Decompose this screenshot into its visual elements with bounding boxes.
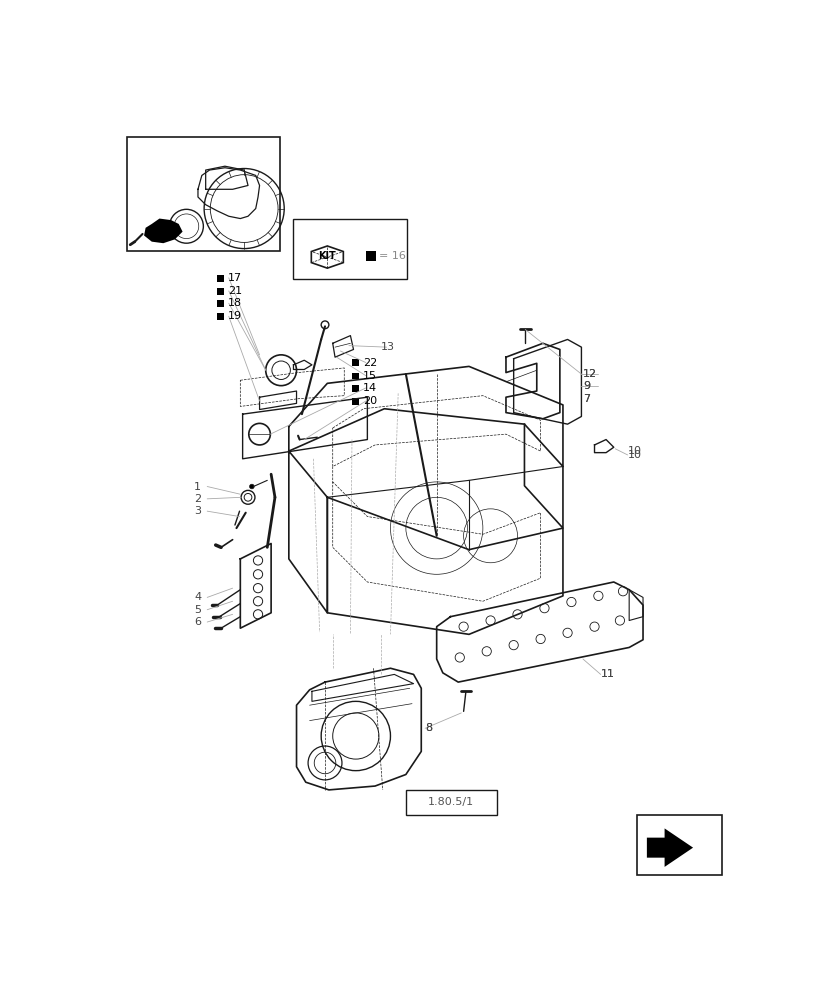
Bar [217,275,224,282]
Text: 15: 15 [362,371,376,381]
Text: 12: 12 [582,369,596,379]
Text: 7: 7 [582,394,590,404]
Text: 18: 18 [227,298,241,308]
Bar [217,300,224,307]
Bar [405,790,496,815]
Text: 13: 13 [380,342,394,352]
Text: 11: 11 [600,669,614,679]
Text: 1.80.5/1: 1.80.5/1 [428,797,474,807]
Text: 9: 9 [582,381,590,391]
Text: 4: 4 [194,592,201,602]
Text: 17: 17 [227,273,241,283]
Polygon shape [311,246,343,268]
Text: 21: 21 [227,286,241,296]
Text: 20: 20 [362,396,376,406]
Text: 12: 12 [582,369,596,379]
Polygon shape [144,219,182,243]
Bar [636,815,720,875]
Bar [351,359,358,366]
Text: 2: 2 [194,494,201,504]
Polygon shape [646,828,692,867]
Text: 1: 1 [194,482,201,492]
Circle shape [249,484,254,489]
Text: 10: 10 [627,446,641,456]
Text: 10: 10 [627,450,641,460]
Text: 19: 19 [227,311,241,321]
Text: 7: 7 [582,394,590,404]
Text: KIT: KIT [318,251,336,261]
Text: 11: 11 [600,669,614,679]
Bar [292,219,406,279]
Text: 5: 5 [194,605,201,615]
Bar [351,373,358,379]
Text: 8: 8 [424,723,432,733]
Bar [366,251,375,261]
Text: 3: 3 [194,506,201,516]
Bar [217,313,224,320]
Text: = 16: = 16 [379,251,405,261]
Bar [127,137,280,251]
Text: 22: 22 [362,358,376,368]
Text: 6: 6 [194,617,201,627]
Text: 14: 14 [362,383,376,393]
Bar [217,288,224,295]
Text: 9: 9 [582,381,590,391]
Bar [351,385,358,392]
Text: 8: 8 [424,723,432,733]
Bar [351,398,358,405]
